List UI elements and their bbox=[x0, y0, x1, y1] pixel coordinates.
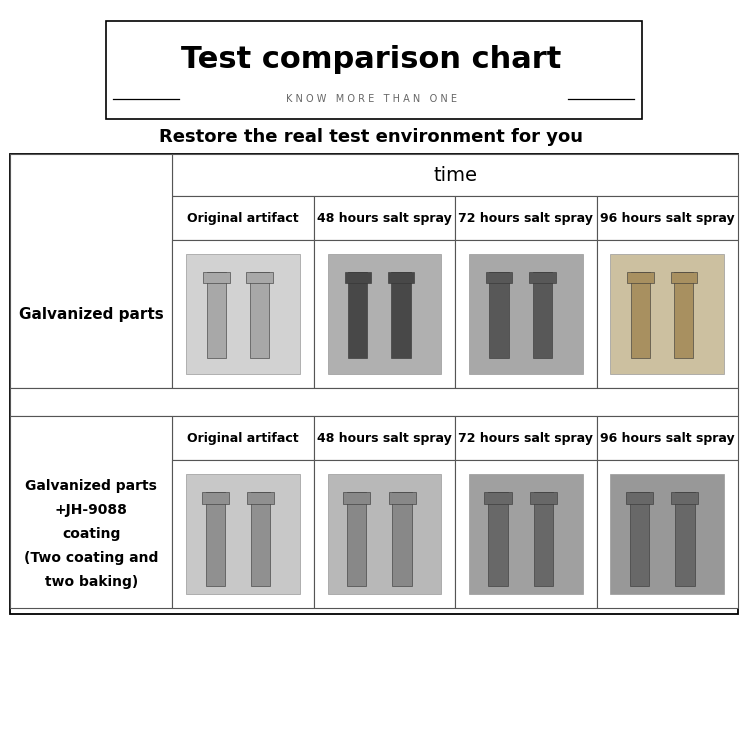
Text: Test comparison chart: Test comparison chart bbox=[181, 45, 561, 74]
Bar bbox=[172, 154, 738, 196]
Bar bbox=[455, 240, 596, 388]
Bar bbox=[596, 460, 738, 608]
Bar bbox=[596, 240, 738, 388]
Bar bbox=[348, 272, 368, 359]
Text: time: time bbox=[433, 165, 477, 185]
Bar bbox=[484, 492, 512, 504]
Bar bbox=[106, 21, 641, 119]
Text: 96 hours salt spray: 96 hours salt spray bbox=[600, 432, 734, 444]
Text: Original artifact: Original artifact bbox=[188, 432, 299, 444]
Bar bbox=[455, 460, 596, 608]
Bar bbox=[392, 272, 411, 359]
Bar bbox=[392, 492, 412, 586]
Bar bbox=[314, 416, 455, 460]
Bar bbox=[469, 474, 583, 594]
Bar bbox=[455, 196, 596, 240]
Bar bbox=[626, 492, 653, 504]
Bar bbox=[469, 254, 583, 374]
Bar bbox=[186, 254, 300, 374]
Bar bbox=[344, 272, 371, 283]
Bar bbox=[343, 492, 370, 504]
Bar bbox=[488, 492, 508, 586]
Text: Galvanized parts: Galvanized parts bbox=[19, 307, 164, 321]
Bar bbox=[314, 240, 455, 388]
Bar bbox=[670, 272, 697, 283]
Bar bbox=[532, 272, 552, 359]
Bar bbox=[10, 416, 172, 608]
Bar bbox=[172, 196, 314, 240]
Bar bbox=[347, 492, 366, 586]
Text: 72 hours salt spray: 72 hours salt spray bbox=[458, 432, 593, 444]
Bar bbox=[207, 272, 226, 359]
Bar bbox=[610, 254, 724, 374]
Bar bbox=[172, 416, 314, 460]
Text: 48 hours salt spray: 48 hours salt spray bbox=[317, 211, 452, 225]
Bar bbox=[206, 492, 225, 586]
Text: 96 hours salt spray: 96 hours salt spray bbox=[600, 211, 734, 225]
Bar bbox=[671, 492, 698, 504]
Bar bbox=[172, 460, 314, 608]
Bar bbox=[630, 492, 649, 586]
Bar bbox=[202, 492, 229, 504]
Bar bbox=[388, 492, 416, 504]
Bar bbox=[203, 272, 229, 283]
Text: Restore the real test environment for you: Restore the real test environment for yo… bbox=[159, 128, 583, 146]
Bar bbox=[530, 492, 557, 504]
Bar bbox=[627, 272, 654, 283]
Bar bbox=[314, 460, 455, 608]
Bar bbox=[674, 272, 694, 359]
Bar bbox=[328, 474, 442, 594]
Bar bbox=[455, 416, 596, 460]
Text: K N O W   M O R E   T H A N   O N E: K N O W M O R E T H A N O N E bbox=[286, 94, 457, 104]
Bar bbox=[596, 196, 738, 240]
Bar bbox=[10, 388, 738, 416]
Bar bbox=[490, 272, 508, 359]
Bar bbox=[534, 492, 554, 586]
Bar bbox=[172, 240, 314, 388]
Bar bbox=[596, 416, 738, 460]
Bar bbox=[247, 272, 273, 283]
Bar bbox=[10, 154, 738, 614]
Text: 48 hours salt spray: 48 hours salt spray bbox=[317, 432, 452, 444]
Bar bbox=[250, 272, 269, 359]
Bar bbox=[251, 492, 271, 586]
Bar bbox=[248, 492, 274, 504]
Bar bbox=[186, 474, 300, 594]
Bar bbox=[10, 154, 172, 388]
Bar bbox=[314, 196, 455, 240]
Bar bbox=[486, 272, 512, 283]
Bar bbox=[631, 272, 650, 359]
Text: 72 hours salt spray: 72 hours salt spray bbox=[458, 211, 593, 225]
Text: Galvanized parts
+JH-9088
coating
(Two coating and
two baking): Galvanized parts +JH-9088 coating (Two c… bbox=[24, 479, 158, 589]
Bar bbox=[675, 492, 694, 586]
Bar bbox=[388, 272, 414, 283]
Bar bbox=[530, 272, 556, 283]
Text: Original artifact: Original artifact bbox=[188, 211, 299, 225]
Bar bbox=[610, 474, 724, 594]
Bar bbox=[328, 254, 442, 374]
